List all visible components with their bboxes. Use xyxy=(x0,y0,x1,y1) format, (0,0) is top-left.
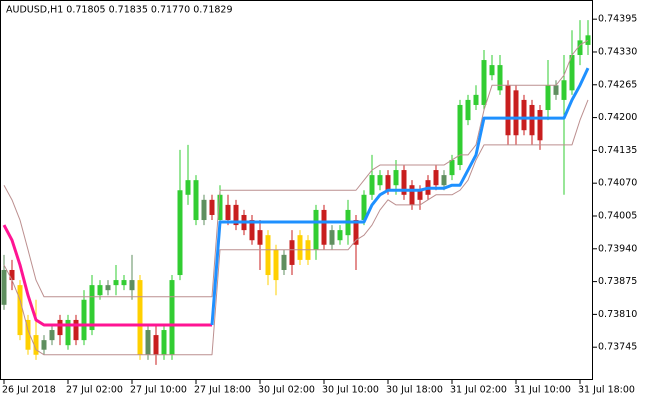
candle-body xyxy=(153,335,159,355)
candle-body xyxy=(529,104,535,136)
candle-body xyxy=(25,319,31,350)
candle-body xyxy=(65,319,71,346)
y-tick-label: 0.73875 xyxy=(598,276,637,287)
candle-body xyxy=(377,175,383,186)
candle-body xyxy=(105,285,111,291)
x-tick-label: 27 Jul 02:00 xyxy=(66,385,123,396)
candle-body xyxy=(473,94,479,105)
candle-body xyxy=(417,190,423,200)
y-tick-label: 0.73745 xyxy=(598,342,637,353)
x-tick-label: 30 Jul 02:00 xyxy=(258,385,315,396)
candle-body xyxy=(569,55,575,91)
candle-body xyxy=(145,330,151,355)
candle-body xyxy=(385,175,391,191)
candle-body xyxy=(409,185,415,205)
candle-body xyxy=(297,235,303,260)
candle-body xyxy=(1,269,7,305)
x-tick-label: 27 Jul 18:00 xyxy=(194,385,251,396)
candle-body xyxy=(369,175,375,195)
candle-body xyxy=(281,254,287,270)
candle-body xyxy=(81,299,87,341)
candle-body xyxy=(17,285,23,336)
candle-body xyxy=(257,230,263,245)
candle-body xyxy=(33,335,39,355)
candle-body xyxy=(137,280,143,355)
candle-body xyxy=(233,204,239,226)
candle-body xyxy=(201,199,207,221)
candle-body xyxy=(9,269,15,281)
candle-body xyxy=(513,90,519,136)
candle-body xyxy=(273,249,279,281)
candle-body xyxy=(121,280,127,286)
candle-body xyxy=(449,159,455,176)
candle-body xyxy=(481,60,487,105)
candle-body xyxy=(113,280,119,286)
candle-body xyxy=(217,194,223,221)
x-tick-label: 27 Jul 10:00 xyxy=(130,385,187,396)
indicator-line xyxy=(3,39,589,298)
candle-body xyxy=(337,230,343,241)
candle-body xyxy=(313,209,319,250)
y-tick-label: 0.74330 xyxy=(598,46,637,57)
candle-body xyxy=(553,85,559,95)
candle-body xyxy=(497,65,503,91)
candle-body xyxy=(329,230,335,245)
candle-body xyxy=(353,220,359,245)
y-tick-label: 0.74070 xyxy=(598,178,637,189)
candle-body xyxy=(49,330,55,341)
indicator-line xyxy=(3,99,589,356)
candle-body xyxy=(265,235,271,276)
candle-body xyxy=(505,85,511,136)
x-tick-label: 31 Jul 18:00 xyxy=(578,385,635,396)
candle-body xyxy=(225,204,231,221)
y-tick-label: 0.73940 xyxy=(598,243,637,254)
candle-body xyxy=(545,85,551,111)
candle-body xyxy=(249,220,255,241)
x-tick-label: 31 Jul 02:00 xyxy=(450,385,507,396)
y-tick-label: 0.73810 xyxy=(598,309,637,320)
indicator-line xyxy=(210,67,590,326)
chart-title: AUDUSD,H1 0.71805 0.71835 0.71770 0.7182… xyxy=(6,5,233,16)
candle-body xyxy=(73,319,79,341)
candle-body xyxy=(433,170,439,186)
candle-body xyxy=(129,280,135,291)
candle-body xyxy=(97,285,103,296)
candle-body xyxy=(89,285,95,331)
candle-body xyxy=(561,80,567,100)
candle-body xyxy=(185,180,191,195)
candle-body xyxy=(169,280,175,355)
candle-body xyxy=(465,99,471,121)
candle-body xyxy=(209,199,215,215)
y-tick-label: 0.74135 xyxy=(598,145,637,156)
indicator-line xyxy=(2,224,212,327)
x-tick-label: 30 Jul 10:00 xyxy=(322,385,379,396)
x-tick-label: 26 Jul 2018 xyxy=(2,385,56,396)
candle-body xyxy=(585,35,591,45)
x-tick-label: 31 Jul 10:00 xyxy=(514,385,571,396)
candle-body xyxy=(161,330,167,355)
candle-body xyxy=(537,110,543,141)
candle-body xyxy=(289,240,295,265)
candle-body xyxy=(321,209,327,245)
candle-body xyxy=(393,170,399,186)
y-tick-label: 0.74200 xyxy=(598,112,637,123)
candle-body xyxy=(441,175,447,186)
candle-body xyxy=(361,194,367,221)
candle-body xyxy=(489,65,495,76)
candle-body xyxy=(41,340,47,350)
candle-body xyxy=(401,170,407,195)
candle-body xyxy=(457,104,463,166)
candle-body xyxy=(577,40,583,56)
candle-body xyxy=(177,190,183,276)
candle-body xyxy=(193,180,199,221)
y-tick-label: 0.74395 xyxy=(598,14,637,25)
candle-body xyxy=(57,319,63,336)
candle-body xyxy=(521,99,527,131)
y-tick-label: 0.74005 xyxy=(598,210,637,221)
y-tick-label: 0.74265 xyxy=(598,79,637,90)
x-tick-label: 30 Jul 18:00 xyxy=(386,385,443,396)
